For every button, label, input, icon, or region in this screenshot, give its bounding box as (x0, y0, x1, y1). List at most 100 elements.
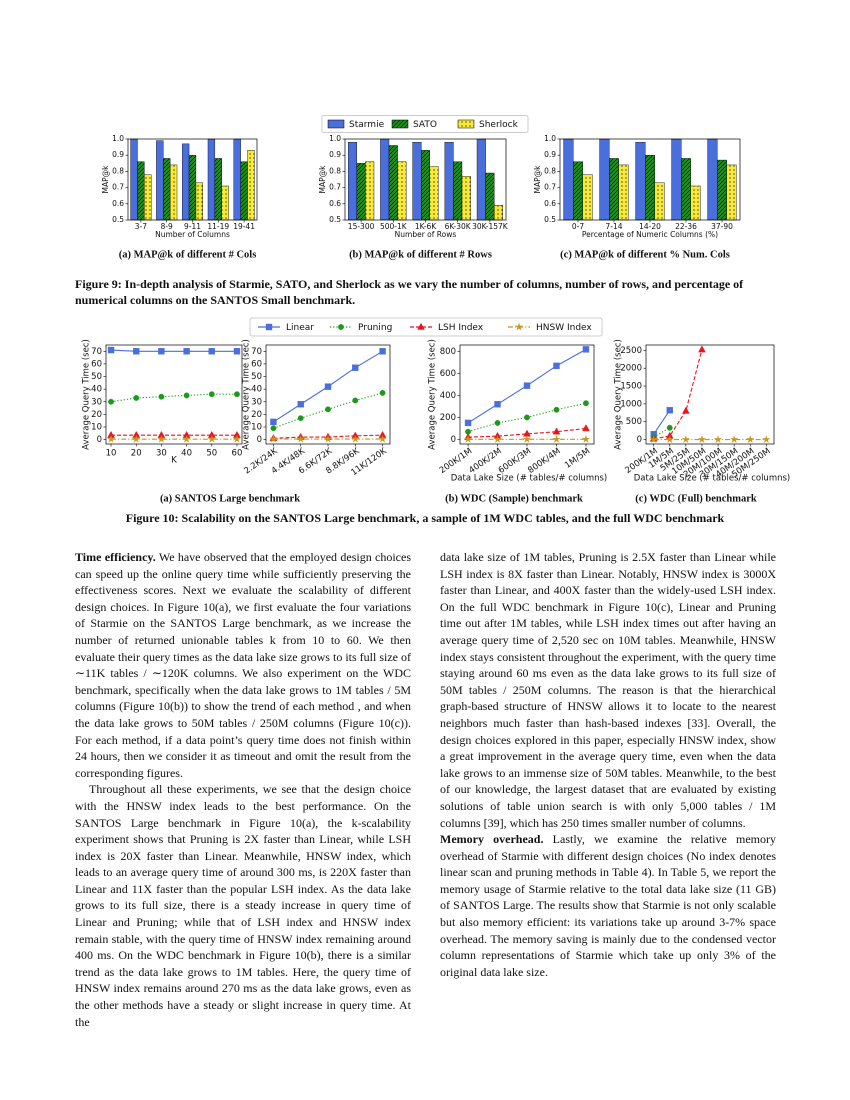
y-tick-label: 200 (440, 413, 456, 423)
x-tick-label: 14-20 (639, 222, 661, 231)
plot-frame (459, 344, 595, 445)
x-tick-label: 500-1K (380, 222, 408, 231)
marker (265, 323, 273, 331)
marker (131, 434, 141, 443)
marker (133, 395, 140, 401)
x-axis-label: Data Lake Size (# tables/# columns) (634, 474, 790, 484)
paragraph: Memory overhead. Lastly, we examine the … (440, 831, 776, 980)
x-axis-label: Number of Columns (155, 230, 230, 239)
marker (494, 420, 501, 426)
y-tick-label: 0.5 (112, 215, 124, 224)
y-tick-label: 40 (251, 385, 262, 395)
y-tick-label: 50 (251, 372, 262, 382)
marker (232, 434, 242, 443)
marker (208, 348, 215, 355)
y-tick-label: 600 (440, 369, 456, 379)
marker (107, 346, 115, 354)
bar (188, 154, 197, 221)
legend-swatch (457, 119, 475, 129)
paragraph-heading: Memory overhead. (440, 832, 544, 847)
marker (464, 419, 472, 427)
marker (523, 382, 531, 389)
y-tick-label: 2500 (620, 346, 642, 356)
y-tick-label: 800 (440, 347, 456, 357)
marker (698, 345, 706, 353)
y-axis-label: MAP@k (101, 165, 110, 194)
marker (297, 401, 304, 408)
y-tick-label: 20 (251, 410, 262, 420)
y-tick-label: 0.9 (544, 150, 556, 159)
bar (247, 150, 255, 221)
bar (671, 138, 682, 221)
marker (682, 406, 690, 414)
y-tick-label: 1.0 (112, 134, 124, 143)
paragraph-heading: Time efficiency. (75, 550, 156, 564)
series-line (111, 349, 237, 352)
y-tick-label: 0.8 (544, 166, 556, 175)
marker (233, 348, 241, 355)
marker (133, 348, 140, 355)
y-tick-label: 1500 (620, 382, 642, 392)
bar (365, 161, 375, 221)
x-axis-label: Number of Rows (395, 230, 457, 239)
y-tick-label: 0.5 (329, 215, 341, 224)
y-axis-label: Average Query Time (sec) (242, 339, 252, 450)
marker (552, 434, 561, 444)
plot-frame (105, 344, 243, 445)
marker (553, 406, 560, 413)
bar (635, 142, 646, 221)
x-axis-label: K (171, 456, 177, 466)
bar (690, 185, 701, 221)
bar (681, 158, 692, 221)
marker (713, 435, 723, 444)
marker (666, 407, 673, 414)
y-axis-label: Average Query Time (sec) (82, 339, 92, 450)
x-axis-label: Percentage of Numeric Columns (%) (582, 230, 718, 239)
marker (665, 435, 675, 444)
bar (453, 161, 463, 221)
legend-label: LSH Index (438, 323, 484, 333)
legend-label: Starmie (349, 120, 385, 130)
x-tick-label: 6K-30K (445, 222, 472, 231)
bar (412, 142, 422, 221)
marker (325, 406, 331, 413)
bar (137, 161, 145, 221)
y-tick-label: 40 (91, 385, 102, 395)
marker (106, 434, 116, 443)
bar (130, 138, 138, 221)
bar (618, 164, 629, 221)
marker (463, 434, 473, 444)
paragraph-text: We have observed that the employed desig… (75, 550, 411, 780)
plot-frame (127, 138, 258, 221)
bar (599, 138, 610, 221)
marker (350, 434, 360, 443)
marker (494, 401, 501, 408)
marker (234, 391, 240, 398)
paragraph: Throughout all these experiments, we see… (75, 781, 411, 1030)
marker (324, 383, 332, 390)
marker (182, 434, 191, 443)
marker (158, 393, 165, 400)
y-axis-label: MAP@k (533, 165, 542, 194)
y-tick-label: 1000 (620, 399, 642, 409)
y-tick-label: 20 (91, 410, 102, 420)
x-tick-label: 50 (206, 449, 217, 459)
marker (745, 435, 755, 444)
subfigure-caption: (c) MAP@k of different % Num. Cols (560, 249, 730, 260)
bar (582, 174, 593, 221)
marker (379, 390, 386, 396)
x-tick-label: 60 (232, 449, 243, 459)
y-tick-label: 2000 (620, 364, 642, 374)
x-tick-label: 8-9 (161, 222, 173, 231)
y-tick-label: 0.9 (329, 150, 341, 159)
bar (388, 145, 398, 221)
marker (524, 414, 530, 421)
bar (563, 138, 574, 221)
bar (356, 163, 366, 221)
paragraph: data lake size of 1M tables, Pruning is … (440, 549, 776, 831)
y-tick-label: 0.7 (329, 183, 341, 192)
y-tick-label: 0 (637, 435, 642, 445)
paragraph-text: Throughout all these experiments, we see… (75, 782, 411, 1029)
bar (493, 205, 503, 221)
